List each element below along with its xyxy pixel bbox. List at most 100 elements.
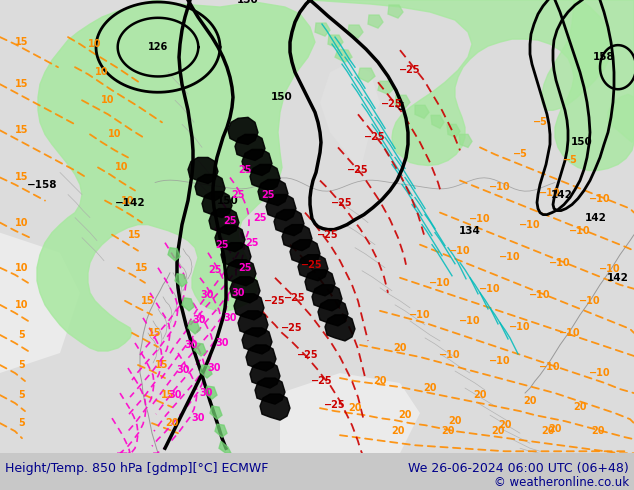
Text: 30: 30: [191, 413, 205, 423]
Text: −25: −25: [364, 132, 386, 143]
Text: 142: 142: [585, 213, 607, 222]
Polygon shape: [228, 117, 258, 145]
Polygon shape: [459, 134, 472, 147]
Polygon shape: [250, 362, 280, 388]
Text: 150: 150: [271, 92, 293, 102]
Text: −25: −25: [301, 260, 323, 270]
Text: 25: 25: [245, 238, 259, 247]
Polygon shape: [250, 165, 280, 191]
Text: 15: 15: [141, 296, 155, 306]
Polygon shape: [168, 247, 180, 261]
Text: −10: −10: [519, 220, 541, 230]
Polygon shape: [415, 105, 429, 118]
Text: −10: −10: [499, 252, 521, 262]
Text: 15: 15: [148, 328, 162, 338]
Polygon shape: [194, 343, 206, 356]
Text: 20: 20: [391, 426, 404, 436]
Text: 30: 30: [207, 363, 221, 373]
Text: 25: 25: [231, 190, 245, 199]
Text: We 26-06-2024 06:00 UTC (06+48): We 26-06-2024 06:00 UTC (06+48): [408, 462, 629, 475]
Text: 10: 10: [101, 95, 115, 105]
Text: 25: 25: [208, 265, 222, 275]
Polygon shape: [320, 62, 380, 172]
Polygon shape: [209, 209, 239, 235]
Polygon shape: [315, 23, 330, 36]
Text: −10: −10: [479, 284, 501, 294]
Polygon shape: [195, 174, 225, 200]
Polygon shape: [182, 298, 194, 311]
Polygon shape: [280, 373, 420, 453]
Polygon shape: [266, 195, 296, 220]
Text: 15: 15: [15, 79, 29, 89]
Polygon shape: [235, 134, 265, 160]
Text: 150: 150: [237, 0, 259, 5]
Text: 150: 150: [571, 137, 593, 147]
Text: −25: −25: [317, 230, 339, 240]
Text: 10: 10: [115, 163, 129, 172]
Text: 15: 15: [15, 172, 29, 182]
Polygon shape: [255, 378, 285, 404]
Polygon shape: [202, 192, 232, 218]
Text: −10: −10: [459, 316, 481, 326]
Text: 20: 20: [573, 402, 586, 412]
Text: 25: 25: [223, 216, 236, 225]
Polygon shape: [542, 0, 612, 110]
Polygon shape: [188, 321, 200, 334]
Text: −10: −10: [539, 188, 561, 197]
Polygon shape: [388, 5, 403, 18]
Polygon shape: [358, 68, 375, 82]
Text: −10: −10: [509, 322, 531, 332]
Polygon shape: [274, 210, 304, 236]
Text: −10: −10: [569, 225, 591, 236]
Polygon shape: [260, 394, 290, 420]
Text: −10: −10: [529, 290, 551, 300]
Text: 20: 20: [473, 390, 487, 400]
Text: −142: −142: [115, 197, 145, 208]
Text: 15: 15: [15, 37, 29, 47]
Text: −25: −25: [311, 376, 333, 386]
Text: 10: 10: [108, 129, 122, 139]
Text: −25: −25: [281, 323, 303, 333]
Text: 30: 30: [168, 390, 182, 400]
Polygon shape: [395, 95, 410, 108]
Polygon shape: [378, 81, 394, 94]
Text: 15: 15: [128, 230, 142, 240]
Text: 158: 158: [593, 52, 615, 62]
Text: −10: −10: [559, 328, 581, 338]
Polygon shape: [290, 240, 320, 266]
Text: −25: −25: [297, 350, 319, 360]
Polygon shape: [335, 49, 352, 62]
Text: 30: 30: [231, 288, 245, 298]
Polygon shape: [242, 328, 272, 354]
Text: −10: −10: [409, 310, 431, 320]
Text: −25: −25: [284, 293, 306, 303]
Text: 30: 30: [216, 338, 229, 348]
Polygon shape: [246, 345, 276, 371]
Text: 10: 10: [88, 39, 101, 49]
Text: 20: 20: [491, 426, 505, 436]
Text: 20: 20: [348, 403, 362, 413]
Text: −10: −10: [489, 356, 511, 366]
Text: 30: 30: [223, 313, 236, 323]
Text: −5: −5: [512, 149, 527, 159]
Text: −10: −10: [589, 194, 611, 203]
Polygon shape: [210, 406, 222, 419]
Polygon shape: [312, 285, 342, 311]
Text: −10: −10: [469, 214, 491, 223]
Polygon shape: [325, 315, 355, 341]
Text: 15: 15: [135, 263, 149, 273]
Text: 5: 5: [18, 390, 25, 400]
Polygon shape: [205, 386, 217, 399]
Text: 25: 25: [253, 213, 267, 222]
Text: 30: 30: [184, 340, 198, 350]
Text: 5: 5: [18, 360, 25, 370]
Polygon shape: [0, 233, 80, 453]
Text: Height/Temp. 850 hPa [gdmp][°C] ECMWF: Height/Temp. 850 hPa [gdmp][°C] ECMWF: [5, 462, 268, 475]
Text: -5: -5: [394, 102, 405, 112]
Text: 10: 10: [121, 196, 135, 205]
Text: 25: 25: [238, 166, 252, 175]
Text: 20: 20: [592, 426, 605, 436]
Text: −25: −25: [264, 296, 286, 306]
Text: −10: −10: [449, 245, 471, 256]
Polygon shape: [447, 124, 460, 137]
